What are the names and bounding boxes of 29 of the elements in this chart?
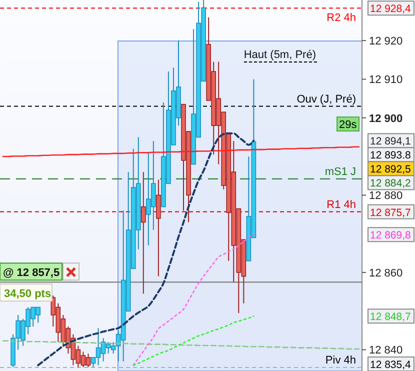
y-tick-label: 12 840	[369, 344, 403, 357]
text: 12 835,4	[370, 359, 412, 371]
ref-line-label: R2 4h	[326, 12, 356, 24]
annotation: 34,50 pts	[4, 288, 52, 300]
text: 12 892,5	[370, 164, 412, 176]
line-series	[132, 234, 254, 366]
text: 12 869,8	[370, 230, 412, 242]
annotation: @ 12 857,5	[3, 267, 60, 280]
ref-line-label: Piv 4h	[325, 354, 356, 367]
text: 12 928,4	[370, 3, 412, 16]
text: 12 848,7	[370, 311, 412, 324]
annotation: Haut (5m, Pré)	[244, 49, 316, 61]
candlestick	[156, 179, 161, 277]
text: 12 884,2	[370, 178, 412, 190]
line-series	[2, 146, 360, 158]
y-tick-label: 12 860	[369, 267, 403, 280]
ref-line-label: mS1 J	[324, 166, 356, 178]
text: 12 893.8	[370, 150, 412, 162]
text: 12 894,1	[370, 136, 412, 148]
annotation: 29s	[339, 119, 358, 131]
y-tick-label: 12 900	[369, 112, 403, 125]
line-series	[132, 315, 254, 366]
ref-line-label: R1 4h	[326, 198, 356, 211]
y-tick-label: 12 920	[369, 36, 403, 48]
candlestick	[140, 171, 146, 294]
ref-line-label: Ouv (J, Pré)	[296, 93, 356, 106]
y-tick-label: 12 880	[369, 190, 403, 202]
text: 12 875,7	[370, 206, 412, 219]
y-tick-label: 12 910	[369, 74, 403, 86]
